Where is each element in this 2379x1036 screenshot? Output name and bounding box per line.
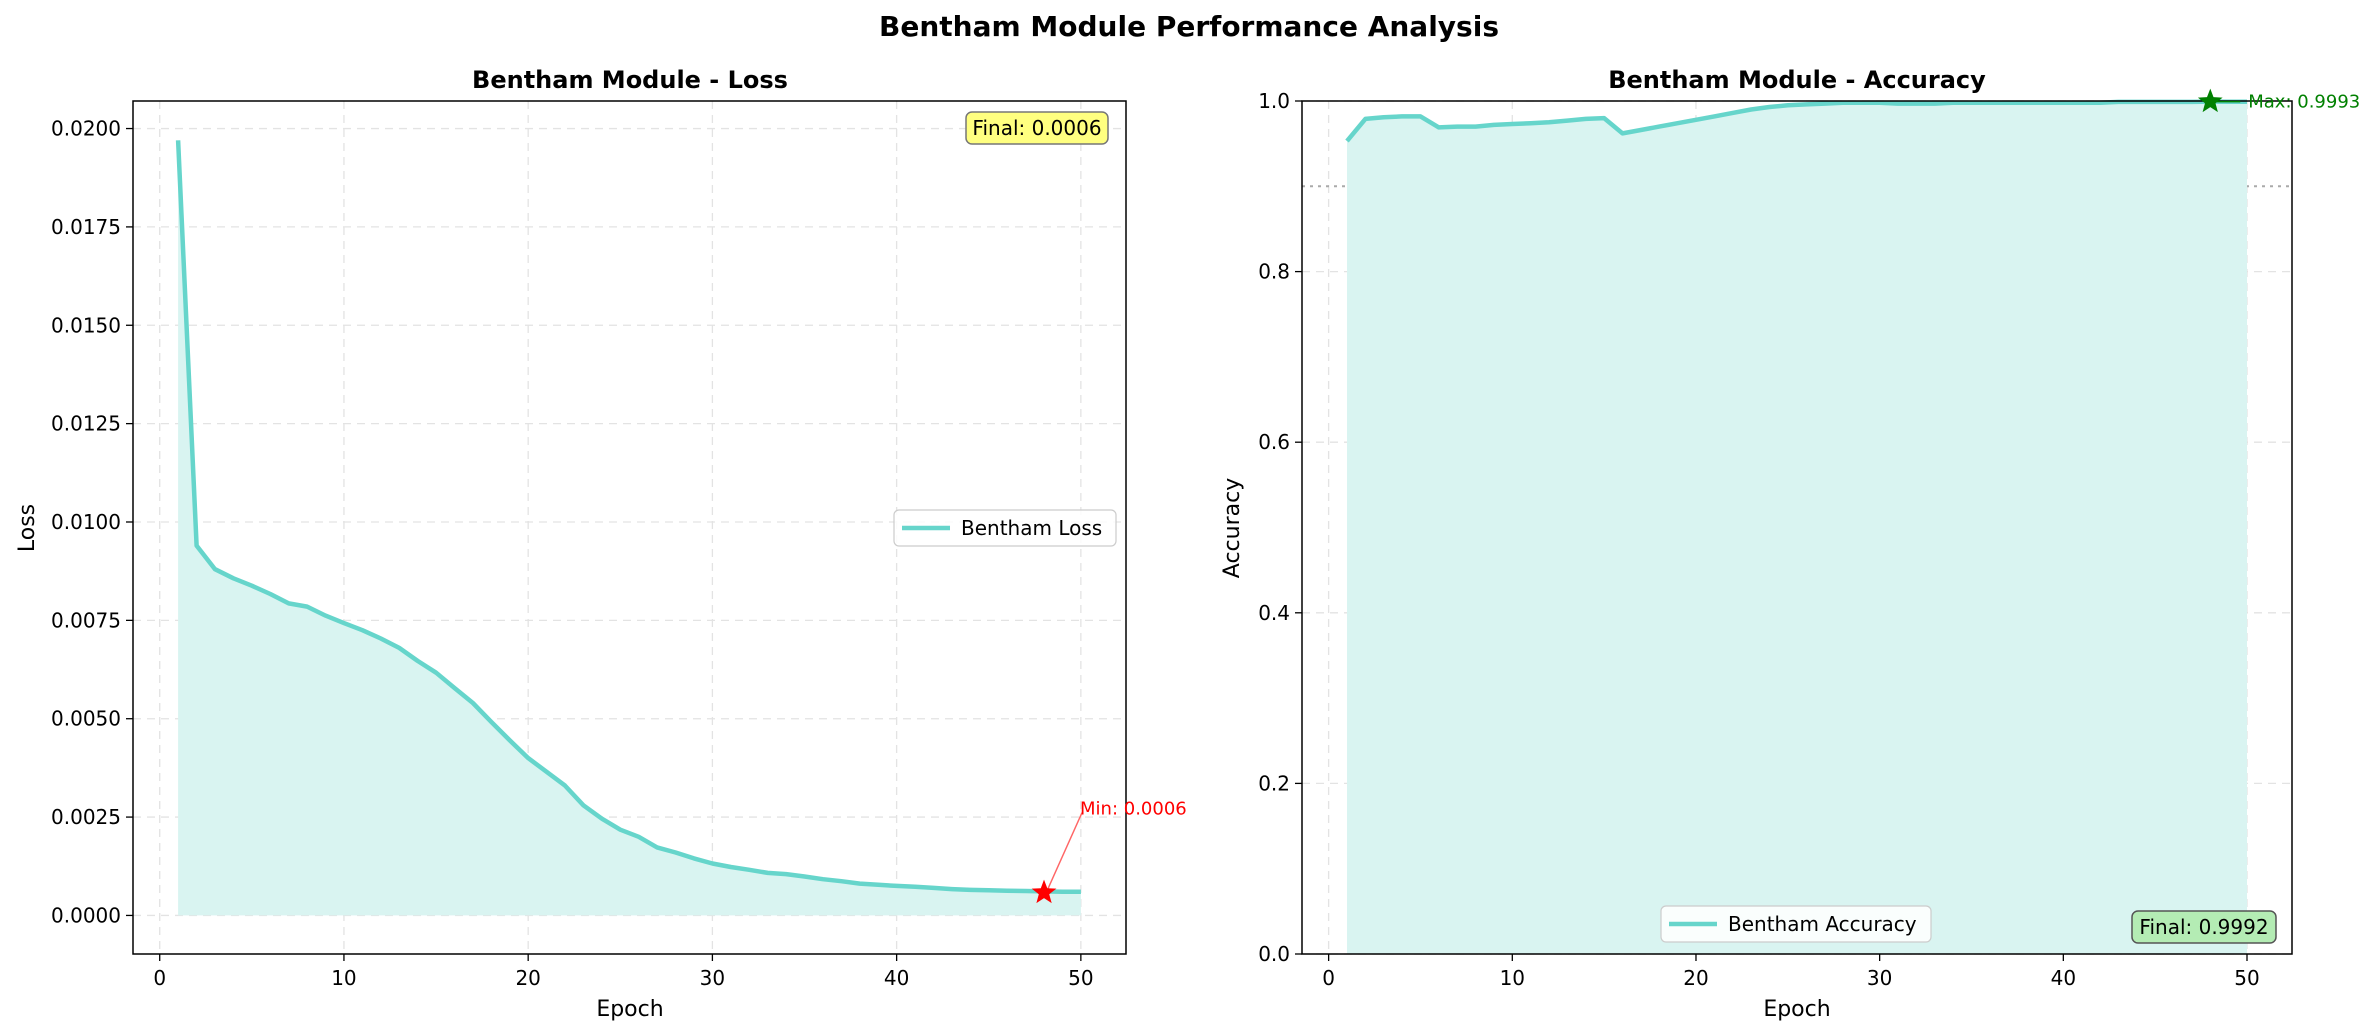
loss-min-star-icon [1031,879,1057,904]
accuracy-y-tick-label: 0.4 [1258,601,1290,625]
loss-y-tick-label: 0.0050 [51,707,121,731]
loss-min-arrow [1047,812,1083,889]
loss-x-tick-label: 10 [331,966,356,990]
accuracy-y-ticks: 0.0 0.2 0.4 0.6 0.8 1.0 [1258,89,1302,966]
loss-axes-frame [132,100,1127,955]
accuracy-x-tick-label: 50 [2234,966,2259,990]
accuracy-y-tick-label: 0.0 [1258,942,1290,966]
loss-x-ticks: 0 10 20 30 40 50 [153,954,1094,990]
loss-x-tick-label: 20 [515,966,540,990]
loss-x-tick-label: 40 [884,966,909,990]
loss-final-box [965,111,1109,145]
loss-y-tick-label: 0.0025 [51,805,121,829]
loss-y-label: Loss [15,504,40,552]
loss-x-tick-label: 50 [1068,966,1093,990]
loss-y-tick-label: 0.0200 [51,117,121,141]
loss-final-label: Final: 0.0006 [972,116,1101,140]
loss-y-tick-label: 0.0000 [51,903,121,927]
loss-y-tick-label: 0.0175 [51,215,121,239]
accuracy-max-star-icon [2197,88,2223,113]
accuracy-x-tick-label: 40 [2051,966,2076,990]
accuracy-y-label: Accuracy [1220,478,1245,578]
figure-suptitle: Bentham Module Performance Analysis [879,10,1499,43]
loss-title: Bentham Module - Loss [472,66,788,94]
accuracy-series-line [1345,99,2247,143]
loss-x-tick-label: 0 [153,966,166,990]
loss-y-tick-label: 0.0100 [51,510,121,534]
loss-panel: Bentham Module - Loss 0 10 20 30 40 50 0.0000… [15,66,1187,1022]
accuracy-x-tick-label: 10 [1500,966,1525,990]
loss-y-tick-label: 0.0075 [51,608,121,632]
accuracy-y-tick-label: 1.0 [1258,89,1290,113]
loss-min-label: Min: 0.0006 [1080,799,1187,820]
accuracy-title: Bentham Module - Accuracy [1608,66,1986,94]
accuracy-x-tick-label: 30 [1867,966,1892,990]
accuracy-y-tick-label: 0.8 [1258,260,1290,284]
accuracy-y-tick-label: 0.6 [1258,430,1290,454]
loss-y-ticks: 0.0000 0.0025 0.0050 0.0075 0.0100 0.0125 0.01… [51,117,133,927]
loss-area-fill [178,140,1081,916]
accuracy-legend: Bentham Accuracy [1660,905,1932,943]
accuracy-x-tick-label: 0 [1322,966,1335,990]
loss-y-tick-label: 0.0125 [51,412,121,436]
accuracy-x-ticks: 0 10 20 30 40 50 [1322,954,2260,990]
accuracy-area-fill [1347,101,2247,955]
accuracy-max-label: Max: 0.9993 [2248,92,2360,113]
loss-x-label: Epoch [596,997,663,1022]
accuracy-axes-frame [1301,100,2293,955]
accuracy-final-box [2131,910,2277,944]
loss-legend: Bentham Loss [893,509,1117,547]
accuracy-x-label: Epoch [1763,997,1830,1022]
accuracy-x-tick-label: 20 [1683,966,1708,990]
accuracy-panel: Bentham Module - Accuracy 0 10 20 30 40 50 0.… [1220,66,2360,1022]
accuracy-y-tick-label: 0.2 [1258,771,1290,795]
loss-series-line [175,140,1081,895]
accuracy-legend-label: Bentham Accuracy [1728,912,1917,936]
loss-legend-label: Bentham Loss [961,516,1102,540]
loss-x-tick-label: 30 [700,966,725,990]
accuracy-final-label: Final: 0.9992 [2139,915,2268,939]
loss-y-tick-label: 0.0150 [51,313,121,337]
